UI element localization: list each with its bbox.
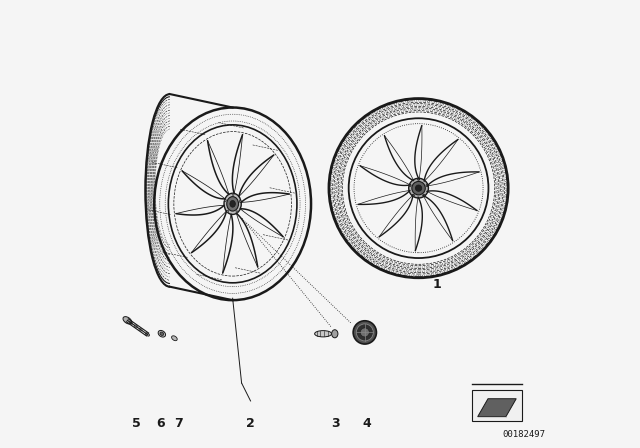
- Ellipse shape: [224, 193, 241, 215]
- Text: 4: 4: [363, 417, 371, 430]
- Text: 7: 7: [175, 417, 183, 430]
- Ellipse shape: [332, 330, 338, 338]
- Ellipse shape: [417, 178, 420, 180]
- Ellipse shape: [225, 199, 227, 202]
- Ellipse shape: [172, 336, 177, 340]
- Ellipse shape: [236, 211, 238, 213]
- Ellipse shape: [158, 331, 166, 337]
- Polygon shape: [477, 399, 516, 417]
- Ellipse shape: [412, 194, 415, 197]
- Ellipse shape: [409, 184, 411, 186]
- Ellipse shape: [409, 178, 428, 198]
- Ellipse shape: [160, 332, 164, 336]
- Ellipse shape: [123, 317, 132, 324]
- Ellipse shape: [227, 197, 239, 211]
- Text: 3: 3: [332, 417, 340, 430]
- Ellipse shape: [239, 200, 241, 202]
- Ellipse shape: [145, 333, 150, 336]
- Text: 00182497: 00182497: [502, 430, 545, 439]
- Ellipse shape: [422, 194, 425, 197]
- Ellipse shape: [356, 324, 373, 341]
- Bar: [472, 390, 522, 421]
- Ellipse shape: [360, 328, 369, 337]
- Ellipse shape: [227, 210, 228, 212]
- Text: 5: 5: [132, 417, 141, 430]
- Ellipse shape: [230, 200, 236, 207]
- Ellipse shape: [232, 193, 234, 195]
- Text: 2: 2: [246, 417, 255, 430]
- Ellipse shape: [315, 331, 332, 337]
- Ellipse shape: [426, 184, 428, 186]
- Text: 1: 1: [432, 278, 441, 291]
- Ellipse shape: [412, 181, 425, 195]
- Text: 6: 6: [157, 417, 165, 430]
- Ellipse shape: [353, 321, 376, 344]
- Ellipse shape: [415, 185, 422, 191]
